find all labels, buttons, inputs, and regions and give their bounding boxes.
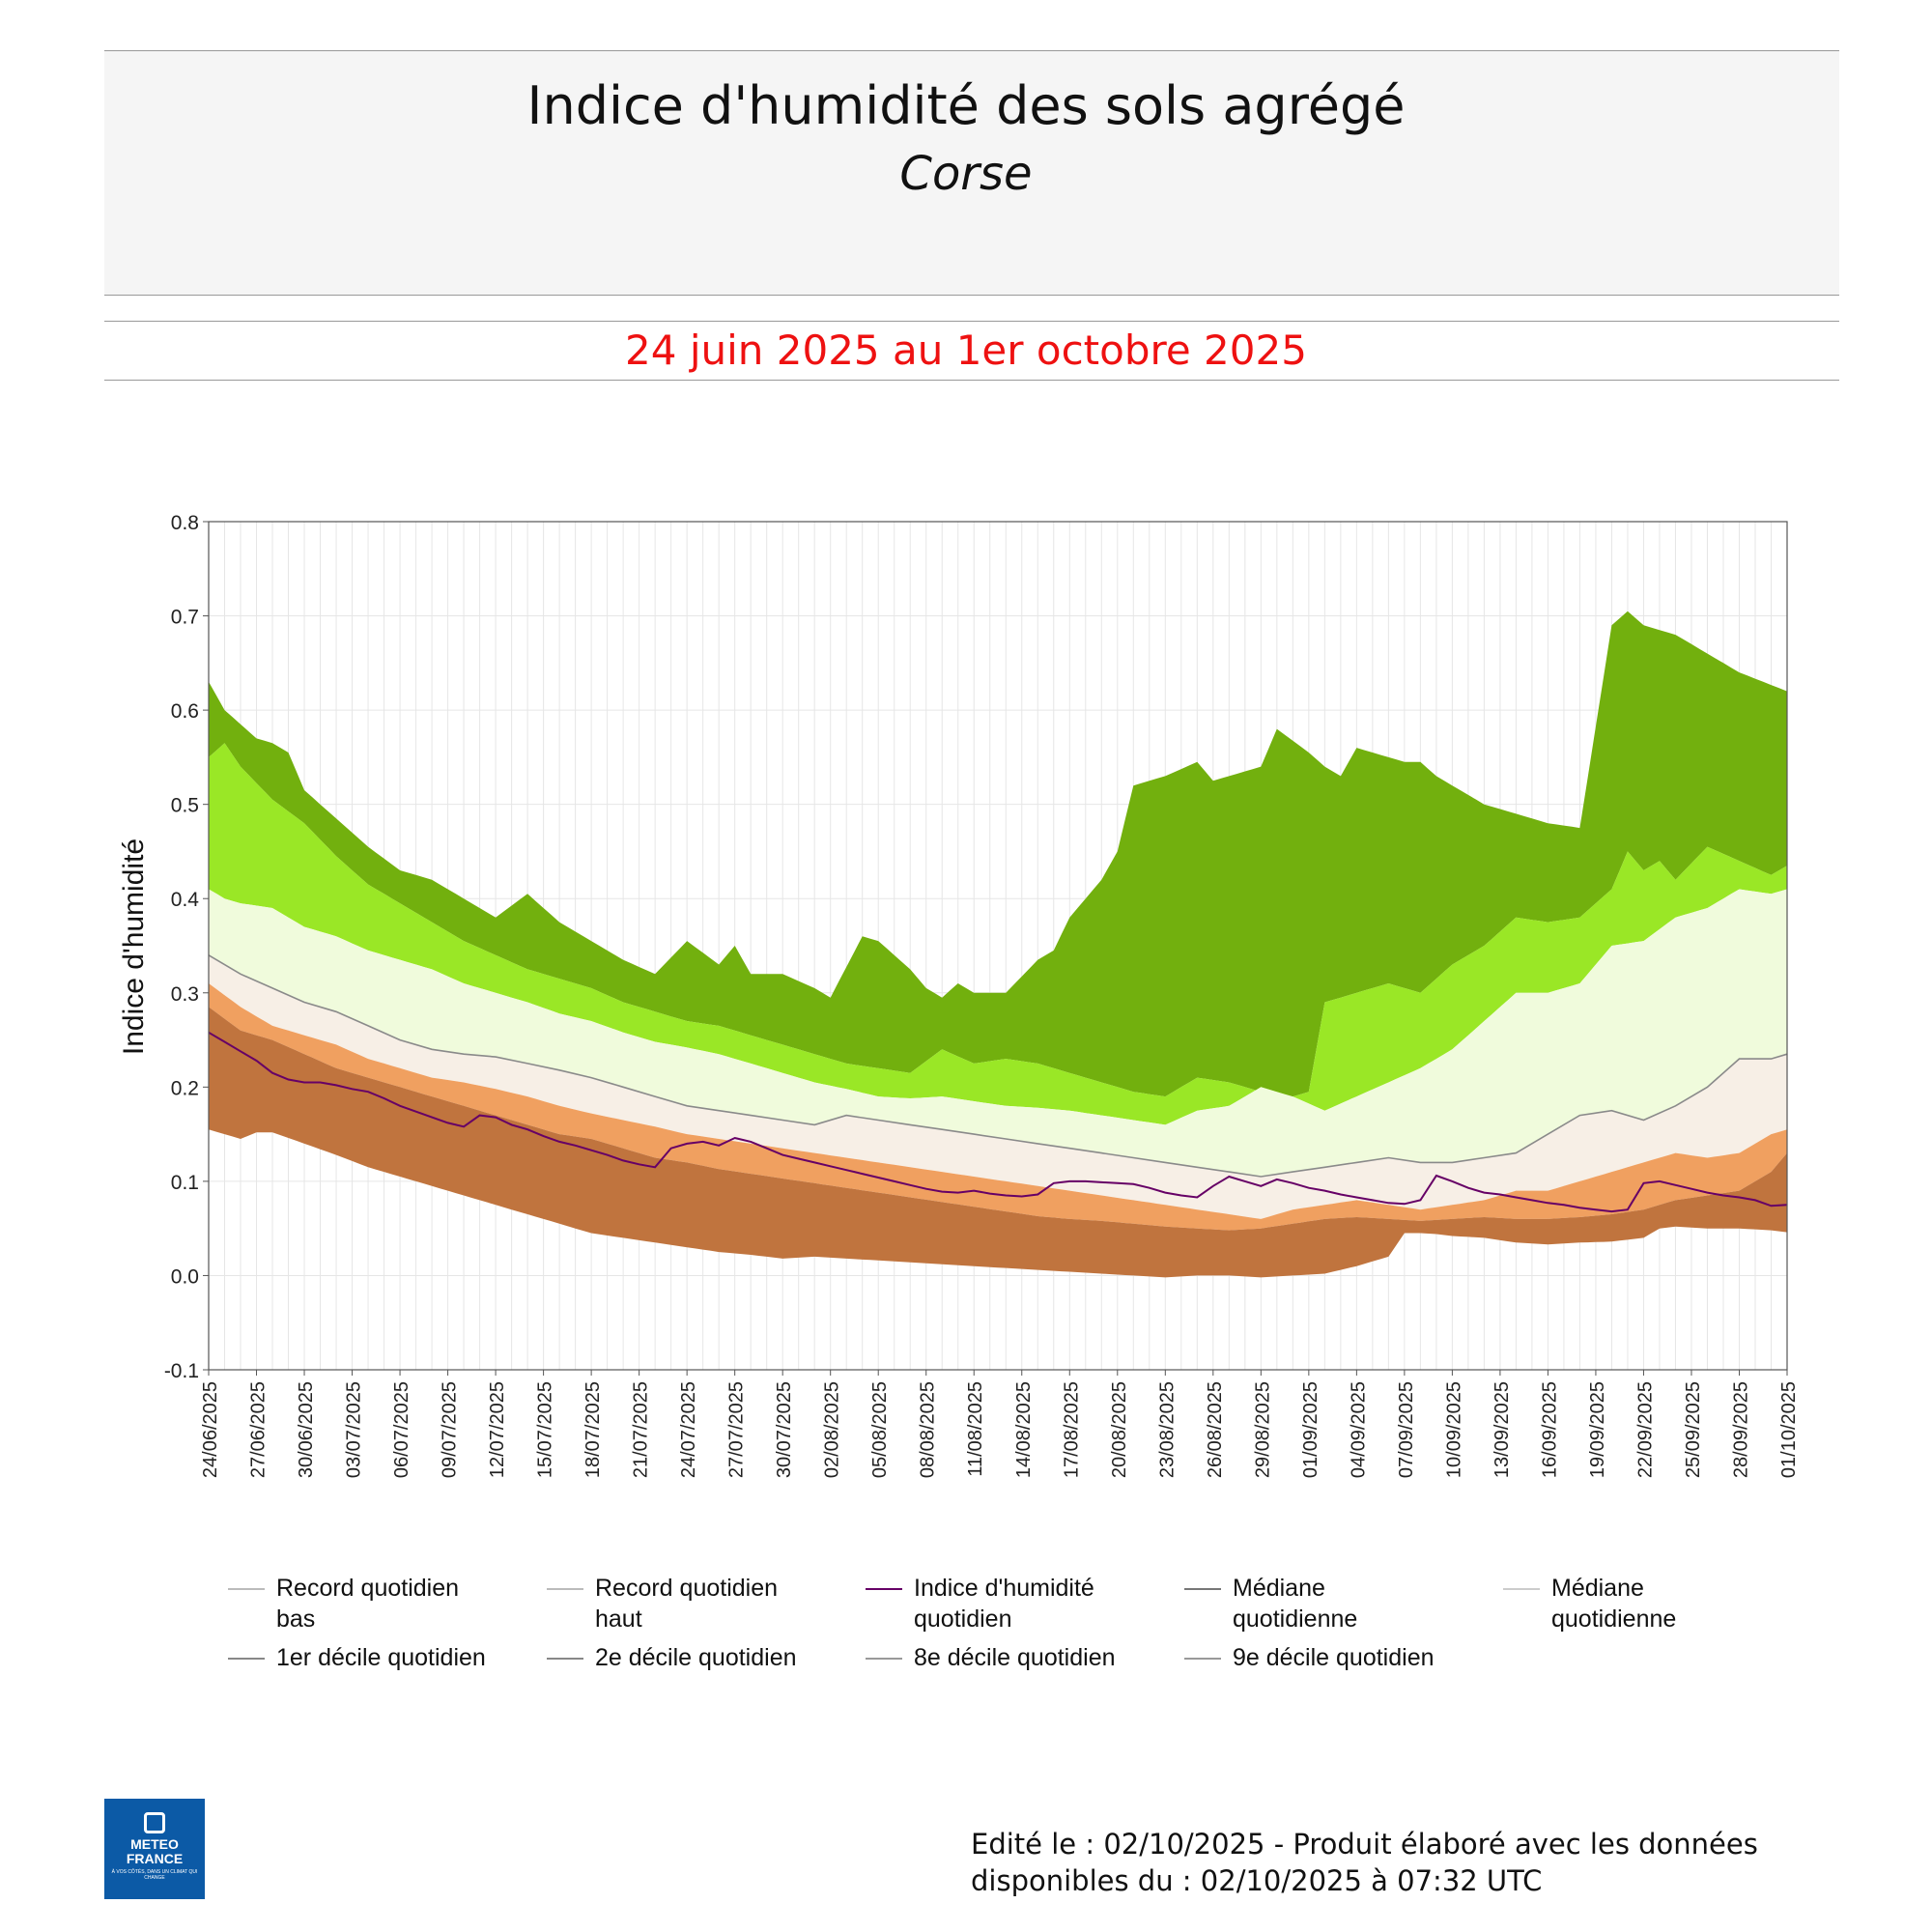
x-tick-label: 10/09/2025 — [1443, 1381, 1464, 1478]
y-tick-label: 0.6 — [171, 700, 199, 723]
x-tick-label: 07/09/2025 — [1396, 1381, 1417, 1478]
legend-swatch — [228, 1658, 265, 1660]
legend-item: 2e décile quotidien — [595, 1644, 797, 1671]
band-decile-8 — [209, 889, 1787, 1177]
legend-item: Médiane quotidienne — [1233, 1575, 1358, 1633]
y-tick-label: 0.5 — [171, 795, 199, 817]
y-tick-label: 0.8 — [171, 512, 199, 534]
x-tick-label: 30/06/2025 — [296, 1381, 317, 1478]
x-tick-label: 13/09/2025 — [1492, 1381, 1513, 1478]
chart-title: Indice d'humidité des sols agrégé — [526, 75, 1406, 136]
x-tick-label: 05/08/2025 — [869, 1381, 891, 1478]
x-tick-label: 28/09/2025 — [1730, 1381, 1751, 1478]
period-label: 24 juin 2025 au 1er octobre 2025 — [625, 327, 1307, 374]
legend-swatch — [547, 1588, 583, 1590]
x-tick-label: 18/07/2025 — [582, 1381, 604, 1478]
x-tick-label: 08/08/2025 — [918, 1381, 939, 1478]
logo-icon — [144, 1812, 165, 1833]
legend-swatch — [1503, 1588, 1540, 1590]
y-tick-label: 0.4 — [171, 889, 200, 911]
logo-tagline: À VOS CÔTÉS, DANS UN CLIMAT QUI CHANGE — [111, 1869, 198, 1881]
x-tick-label: 01/10/2025 — [1778, 1381, 1800, 1478]
y-tick-label: -0.1 — [164, 1360, 199, 1382]
logo-name: METEO FRANCE — [126, 1836, 184, 1866]
meteo-france-logo: METEO FRANCE À VOS CÔTÉS, DANS UN CLIMAT… — [104, 1799, 205, 1899]
x-tick-label: 14/08/2025 — [1013, 1381, 1035, 1478]
x-tick-label: 16/09/2025 — [1539, 1381, 1560, 1478]
x-tick-label: 12/07/2025 — [487, 1381, 508, 1478]
line-soil-moisture-index — [208, 1031, 1788, 1213]
x-tick-label: 20/08/2025 — [1109, 1381, 1130, 1478]
x-tick-label: 17/08/2025 — [1061, 1381, 1082, 1478]
legend-item: Record quotidien bas — [276, 1575, 460, 1633]
legend-item: Médiane quotidienne — [1551, 1575, 1677, 1633]
legend-swatch — [866, 1658, 902, 1660]
header-panel — [104, 50, 1839, 296]
x-tick-label: 22/09/2025 — [1634, 1381, 1656, 1478]
x-tick-label: 27/06/2025 — [248, 1381, 270, 1478]
footer-line-2: disponibles du : 02/10/2025 à 07:32 UTC — [971, 1864, 1543, 1897]
y-tick-label: 0.0 — [171, 1265, 199, 1288]
legend-swatch — [547, 1658, 583, 1660]
legend-swatch — [1184, 1658, 1221, 1660]
legend-swatch — [866, 1588, 902, 1590]
band-median — [209, 954, 1787, 1219]
legend-item: 8e décile quotidien — [914, 1644, 1116, 1671]
legend-item: 9e décile quotidien — [1233, 1644, 1435, 1671]
chart-subtitle: Corse — [899, 147, 1033, 201]
x-tick-label: 15/07/2025 — [535, 1381, 556, 1478]
x-tick-label: 24/07/2025 — [678, 1381, 699, 1478]
x-tick-label: 03/07/2025 — [344, 1381, 365, 1478]
band-decile-1 — [209, 1007, 1787, 1278]
x-tick-label: 01/09/2025 — [1300, 1381, 1321, 1478]
y-tick-label: 0.2 — [171, 1077, 199, 1099]
y-tick-label: 0.1 — [171, 1172, 199, 1194]
y-tick-label: 0.7 — [171, 607, 199, 629]
footer-line-1: Edité le : 02/10/2025 - Produit élaboré … — [971, 1828, 1758, 1861]
legend-swatch — [1184, 1588, 1221, 1590]
legend-item: 1er décile quotidien — [276, 1644, 486, 1671]
line-median — [208, 954, 1788, 1178]
band-record-high — [209, 611, 1787, 1097]
x-tick-label: 11/08/2025 — [965, 1381, 986, 1477]
x-tick-label: 04/09/2025 — [1348, 1381, 1369, 1478]
x-tick-label: 09/07/2025 — [440, 1381, 461, 1478]
x-tick-label: 19/09/2025 — [1587, 1381, 1608, 1478]
x-tick-label: 30/07/2025 — [774, 1381, 795, 1478]
band-decile-9 — [209, 743, 1787, 1125]
x-tick-label: 21/07/2025 — [631, 1381, 652, 1478]
series-lines — [208, 954, 1788, 1213]
legend-item: Indice d'humidité quotidien — [914, 1575, 1094, 1633]
legend-item: Record quotidien haut — [595, 1575, 779, 1633]
plot-frame — [208, 521, 1788, 1371]
legend-swatch — [228, 1588, 265, 1590]
x-tick-label: 25/09/2025 — [1683, 1381, 1704, 1478]
x-tick-label: 23/08/2025 — [1156, 1381, 1178, 1478]
x-tick-label: 24/06/2025 — [200, 1381, 221, 1478]
x-tick-label: 06/07/2025 — [391, 1381, 412, 1478]
x-axis-ticks: 24/06/2025 27/06/2025 30/06/2025 03/07/2025… — [200, 1370, 1800, 1478]
x-tick-label: 26/08/2025 — [1205, 1381, 1226, 1478]
period-panel — [104, 321, 1839, 381]
y-axis-label: Indice d'humidité — [118, 838, 150, 1055]
footer-note: Edité le : 02/10/2025 - Produit élaboré … — [971, 1826, 1758, 1899]
y-axis-ticks: 0.8 0.7 0.6 0.5 0.4 0.3 0.2 0.1 0.0 -0.1 — [164, 512, 209, 1382]
x-tick-label: 02/08/2025 — [822, 1381, 843, 1478]
y-tick-label: 0.3 — [171, 983, 199, 1006]
x-tick-label: 29/08/2025 — [1252, 1381, 1273, 1478]
x-tick-label: 27/07/2025 — [726, 1381, 748, 1478]
